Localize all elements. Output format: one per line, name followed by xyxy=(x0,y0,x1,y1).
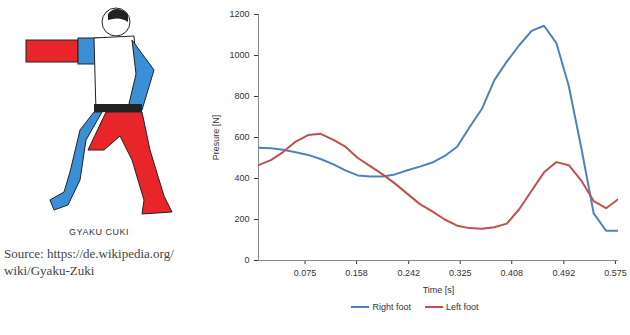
svg-text:0.158: 0.158 xyxy=(345,268,368,278)
html-text:GYAKU CUKI: GYAKU CUKI xyxy=(69,227,129,237)
svg-text:600: 600 xyxy=(234,132,249,142)
svg-text:Time [s]: Time [s] xyxy=(423,285,455,295)
svg-text:200: 200 xyxy=(234,214,249,224)
svg-text:0.408: 0.408 xyxy=(500,268,523,278)
svg-text:0: 0 xyxy=(244,255,249,265)
svg-text:0.325: 0.325 xyxy=(449,268,472,278)
svg-text:400: 400 xyxy=(234,173,249,183)
html-text:Right foot: Right foot xyxy=(372,302,411,312)
svg-text:0.075: 0.075 xyxy=(294,268,317,278)
svg-text:1200: 1200 xyxy=(229,9,249,19)
svg-text:0.242: 0.242 xyxy=(397,268,420,278)
html-text:Source: https://de.wikipedia.o: Source: https://de.wikipedia.org/wiki/Gy… xyxy=(4,246,174,278)
svg-text:Presure [N]: Presure [N] xyxy=(211,115,221,161)
svg-text:0.492: 0.492 xyxy=(553,268,576,278)
svg-text:0.575: 0.575 xyxy=(604,268,627,278)
html-text:Left foot: Left foot xyxy=(446,302,479,312)
svg-text:1000: 1000 xyxy=(229,50,249,60)
svg-text:800: 800 xyxy=(234,91,249,101)
